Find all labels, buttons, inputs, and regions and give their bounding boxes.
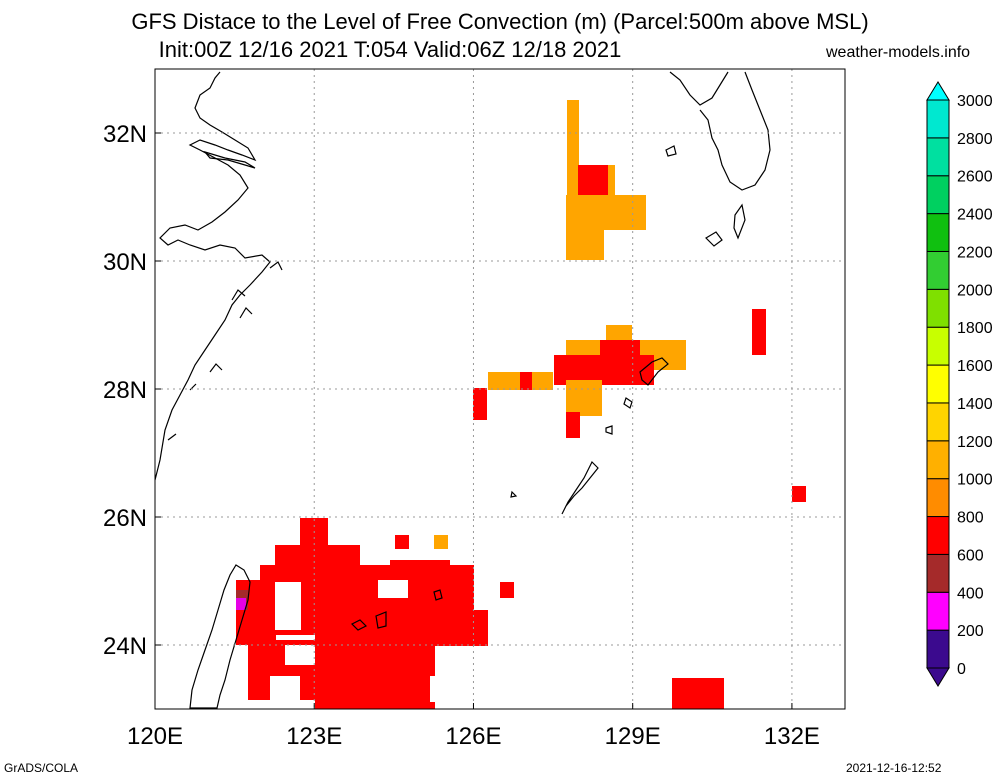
colorbar-label: 3000 xyxy=(957,93,993,110)
tick-label-lat: 26N xyxy=(103,505,147,532)
chart-title: GFS Distace to the Level of Free Convect… xyxy=(131,9,869,34)
tick-label-lon: 132E xyxy=(764,723,820,750)
tick-label-lon: 123E xyxy=(286,723,342,750)
coastline-daito xyxy=(510,490,518,498)
colorbar-label: 2000 xyxy=(957,282,993,299)
colorbar-swatch xyxy=(926,478,950,518)
colorbar-swatch xyxy=(926,175,950,215)
colorbar-swatch xyxy=(926,99,950,139)
field-cell xyxy=(566,380,602,416)
field-gap xyxy=(275,582,301,630)
field-gap xyxy=(450,545,474,565)
field-gap xyxy=(430,676,450,702)
coastline-okinawa xyxy=(561,460,599,515)
field-gap xyxy=(270,676,300,702)
tick-label-lat: 24N xyxy=(103,633,147,660)
coastline-yangtze xyxy=(203,150,256,169)
colorbar-label: 600 xyxy=(957,547,984,564)
field-cell xyxy=(434,535,448,549)
field-cell xyxy=(473,388,487,420)
coastline-ishigaki xyxy=(350,611,387,631)
colorbar-min-arrow xyxy=(926,667,950,687)
colorbar-label: 1600 xyxy=(957,358,993,375)
coastline-tanegashima xyxy=(733,203,746,240)
field-cell xyxy=(500,582,514,598)
coastline-china xyxy=(154,71,271,481)
colorbar-swatch xyxy=(926,213,950,252)
field-cell xyxy=(236,598,246,610)
field-gap xyxy=(285,645,315,665)
colorbar-swatch xyxy=(926,516,950,555)
field-cell xyxy=(520,372,532,390)
colorbar-swatch xyxy=(926,402,950,442)
field-cell xyxy=(567,100,579,170)
colorbar-max-arrow xyxy=(926,81,950,101)
field-gap xyxy=(360,545,390,565)
gridlines xyxy=(155,69,845,709)
field-cell xyxy=(752,309,766,355)
tick-label-lon: 129E xyxy=(605,723,661,750)
field-cell xyxy=(236,580,276,645)
field-cell xyxy=(792,486,806,502)
colorbar-label: 1800 xyxy=(957,320,993,337)
colorbar-swatch xyxy=(926,591,950,631)
field-cell xyxy=(600,340,640,380)
tick-label-lat: 30N xyxy=(103,249,147,276)
tick-label-lon: 120E xyxy=(127,723,183,750)
colorbar-swatch xyxy=(926,440,950,480)
colorbar-label: 2600 xyxy=(957,169,993,186)
footer-left: GrADS/COLA xyxy=(4,761,79,775)
coastline-kyushu xyxy=(699,71,771,191)
field-cell xyxy=(420,610,488,646)
coastline-taiwan xyxy=(189,564,251,709)
colorbar-label: 1000 xyxy=(957,472,993,489)
colorbar-swatch xyxy=(926,137,950,177)
colorbar: 0 200 400 600 800 1000 1200 1400 1600 1800 2000 220… xyxy=(926,81,993,687)
colorbar-swatch xyxy=(926,364,950,404)
colorbar-swatch xyxy=(926,629,950,669)
field-cell xyxy=(566,195,646,230)
axis-labels: 120E 123E 126E 129E 132E 24N 26N 28N 30N 32N xyxy=(103,121,820,750)
colorbar-swatch xyxy=(926,553,950,593)
colorbar-label: 800 xyxy=(957,510,984,527)
colorbar-label: 200 xyxy=(957,623,984,640)
coastline-jeju xyxy=(665,145,677,157)
coastline-yonaguni xyxy=(433,589,443,601)
colorbar-label: 1400 xyxy=(957,396,993,413)
tick-label-lat: 32N xyxy=(103,121,147,148)
footer-right: 2021-12-16-12:52 xyxy=(846,761,942,775)
colorbar-label: 2800 xyxy=(957,131,993,148)
colorbar-label: 2200 xyxy=(957,244,993,261)
chart-subtitle: Init:00Z 12/16 2021 T:054 Valid:06Z 12/1… xyxy=(158,37,622,62)
coastline-amami xyxy=(639,357,669,386)
colorbar-swatch xyxy=(926,288,950,328)
field-cell xyxy=(395,535,409,549)
field-layer xyxy=(236,100,806,709)
colorbar-label: 400 xyxy=(957,585,984,602)
field-cell xyxy=(566,228,604,260)
colorbar-swatch xyxy=(926,250,950,290)
site-label: weather-models.info xyxy=(826,44,971,61)
coastline-china-islands xyxy=(167,261,283,441)
coastline-layer xyxy=(154,71,771,709)
coastline-ryukyu-small xyxy=(605,397,633,435)
coastline-yakushima xyxy=(705,231,723,247)
field-gap xyxy=(378,580,408,598)
tick-label-lat: 28N xyxy=(103,377,147,404)
coastline-korea xyxy=(669,71,729,106)
colorbar-label: 2400 xyxy=(957,207,993,224)
tick-label-lon: 126E xyxy=(445,723,501,750)
colorbar-label: 1200 xyxy=(957,434,993,451)
colorbar-label: 0 xyxy=(957,661,966,678)
field-cell xyxy=(672,692,698,709)
field-cell xyxy=(566,412,580,438)
colorbar-swatch xyxy=(926,326,950,366)
